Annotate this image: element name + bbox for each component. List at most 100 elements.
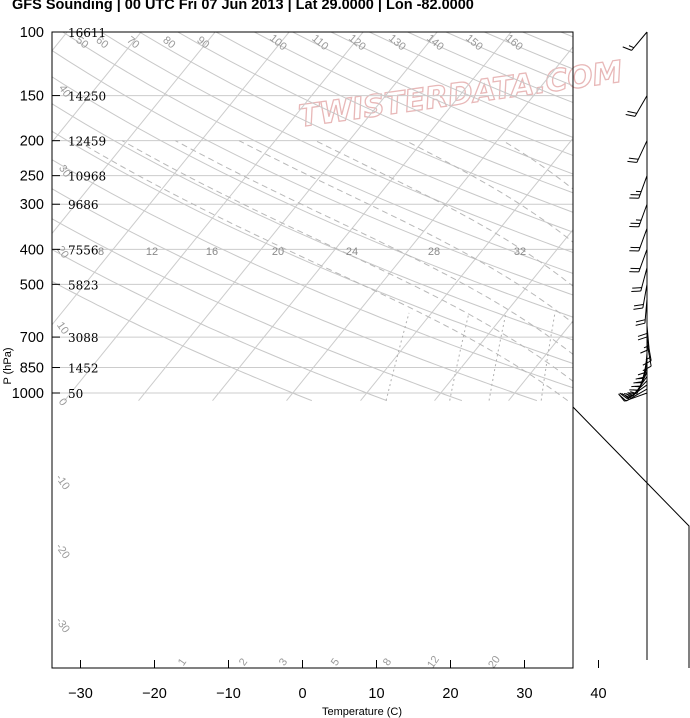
moist-adiabat bbox=[405, 140, 573, 243]
plot-frame bbox=[51, 31, 574, 669]
height-label: 9686 bbox=[68, 198, 99, 212]
barb-flag bbox=[627, 392, 637, 395]
barb-flag bbox=[619, 392, 628, 400]
barb-flag bbox=[622, 46, 632, 51]
isotherm-label: 0 bbox=[56, 396, 69, 408]
dry-adiabat bbox=[215, 32, 573, 194]
moist-adiabat bbox=[593, 141, 690, 401]
mixing-ratio-line bbox=[540, 312, 556, 401]
wind-barb bbox=[629, 175, 648, 199]
x-tick-label: −20 bbox=[142, 686, 167, 702]
wind-barb bbox=[629, 228, 648, 252]
barb-flag bbox=[637, 332, 648, 337]
isotherm bbox=[360, 137, 573, 401]
hodograph-outline bbox=[572, 406, 690, 668]
axes: −30 −20 −10 0 10 20 30 401001502002503004005007… bbox=[12, 25, 607, 702]
wind-barb bbox=[637, 312, 648, 341]
barb-flag bbox=[633, 381, 643, 384]
moist-adiabat-label: 20 bbox=[272, 246, 284, 258]
barb-shaft bbox=[638, 228, 648, 252]
isotherm bbox=[52, 32, 216, 235]
isotherm bbox=[64, 32, 364, 401]
y-tick-label: 100 bbox=[20, 25, 44, 41]
moist-adiabat bbox=[666, 141, 690, 401]
wind-barb bbox=[625, 95, 648, 117]
barb-half-flag bbox=[645, 356, 651, 361]
isotherm bbox=[657, 15, 690, 400]
barb-flag bbox=[642, 365, 652, 372]
dry-adiabat-label: 90 bbox=[194, 34, 211, 51]
barb-flag bbox=[633, 304, 644, 307]
isotherm bbox=[434, 228, 573, 401]
dewpoint-line bbox=[686, 32, 690, 393]
wind-barb bbox=[627, 140, 648, 163]
barb-shaft bbox=[638, 175, 648, 199]
mixing-ratio-line bbox=[449, 312, 470, 401]
profiles bbox=[686, 32, 690, 393]
barb-flag bbox=[627, 160, 637, 163]
barb-shaft bbox=[644, 299, 648, 324]
wind-barb bbox=[637, 347, 648, 376]
mixing-ratio-label: 8 bbox=[381, 656, 394, 668]
mixing-ratio-label: 5 bbox=[329, 656, 342, 668]
barb-half-flag bbox=[643, 345, 649, 349]
barb-half-flag bbox=[630, 391, 636, 394]
dry-adiabat bbox=[177, 32, 573, 213]
wind-barb bbox=[631, 267, 648, 293]
isotherm bbox=[212, 32, 512, 401]
wind-barb bbox=[635, 299, 648, 326]
height-label: 7556 bbox=[68, 243, 99, 257]
moist-adiabat-label: 28 bbox=[428, 246, 440, 258]
barb-flag bbox=[628, 157, 639, 160]
wind-barb bbox=[622, 31, 648, 51]
y-tick-label: 500 bbox=[20, 277, 44, 293]
dry-adiabat-label: 80 bbox=[160, 34, 177, 51]
moist-adiabat bbox=[175, 140, 573, 355]
barb-flag bbox=[637, 371, 648, 376]
y-tick-label: 700 bbox=[20, 330, 44, 346]
x-tick-label: 20 bbox=[442, 686, 458, 702]
height-label: 1452 bbox=[68, 362, 99, 376]
barb-shaft bbox=[634, 95, 648, 117]
isotherm-label: 30 bbox=[56, 163, 73, 180]
barb-shaft bbox=[638, 204, 648, 227]
dry-adiabat bbox=[52, 130, 573, 365]
dry-adiabat bbox=[52, 188, 538, 402]
dry-adiabat-label: 160 bbox=[503, 32, 525, 53]
barb-flag bbox=[632, 287, 642, 289]
barb-flag bbox=[640, 348, 650, 354]
isotherm bbox=[52, 32, 290, 326]
dry-adiabat bbox=[52, 76, 573, 318]
moist-adiabat bbox=[121, 140, 573, 382]
moist-adiabat bbox=[238, 140, 573, 324]
moist-adiabat bbox=[315, 140, 573, 287]
y-tick-label: 250 bbox=[20, 169, 44, 185]
isotherm bbox=[0, 15, 7, 400]
barb-shaft bbox=[640, 267, 648, 292]
isotherm bbox=[286, 46, 573, 401]
y-tick-label: 300 bbox=[20, 197, 44, 213]
x-tick-label: 10 bbox=[368, 686, 384, 702]
x-tick-label: 0 bbox=[298, 686, 306, 702]
height-label: 10968 bbox=[68, 170, 106, 184]
isotherm-label: -20 bbox=[53, 541, 72, 561]
barb-flag bbox=[631, 290, 641, 293]
y-tick-label: 400 bbox=[20, 242, 44, 258]
dry-adiabat bbox=[62, 32, 573, 274]
barb-shaft bbox=[642, 284, 648, 309]
barb-flag bbox=[635, 322, 646, 326]
x-tick-label: 40 bbox=[590, 686, 606, 702]
height-label: 14250 bbox=[68, 90, 106, 104]
barb-flag bbox=[633, 307, 643, 310]
moist-adiabat-label: 16 bbox=[206, 246, 218, 258]
mixing-ratio-label: 1 bbox=[176, 656, 189, 668]
barb-flag bbox=[635, 319, 646, 323]
barb-shaft bbox=[627, 384, 648, 400]
dry-adiabat bbox=[52, 159, 573, 389]
dry-adiabat-label: 140 bbox=[424, 32, 446, 53]
barb-flag bbox=[621, 393, 631, 399]
isotherm bbox=[508, 320, 573, 401]
chart-title: GFS Sounding | 00 UTC Fri 07 Jun 2013 | … bbox=[12, 0, 474, 13]
dry-adiabat bbox=[52, 49, 573, 296]
